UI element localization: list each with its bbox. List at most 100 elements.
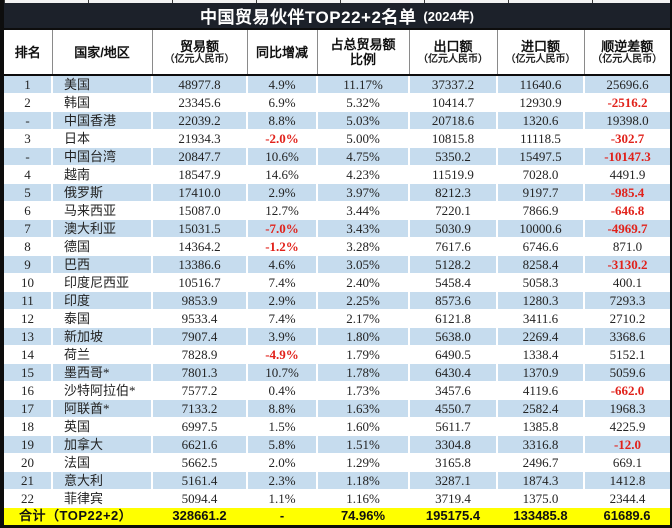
- cell-import: 3316.8: [497, 435, 585, 454]
- cell-balance: 871.0: [584, 237, 670, 256]
- cell-export: 5030.9: [409, 219, 498, 238]
- cell-export: 10414.7: [409, 93, 498, 112]
- cell-import: 1320.6: [497, 111, 585, 130]
- cell-trade-amount: 48977.8: [152, 75, 248, 94]
- total-balance: 61689.6: [584, 507, 670, 525]
- cell-balance: 1968.3: [584, 399, 670, 418]
- cell-rank: 13: [4, 327, 53, 346]
- cell-export: 5458.4: [409, 273, 498, 292]
- cell-country: 美国: [52, 75, 153, 94]
- cell-balance: 4491.9: [584, 165, 670, 184]
- table-row: 19 加拿大 6621.6 5.8% 1.51% 3304.8 3316.8 -12.0: [4, 435, 670, 454]
- cell-trade-amount: 10516.7: [152, 273, 248, 292]
- cell-trade-amount: 9853.9: [152, 291, 248, 310]
- cell-trade-amount: 13386.6: [152, 255, 248, 274]
- cell-share: 3.05%: [317, 255, 410, 274]
- table-row: 9 巴西 13386.6 4.6% 3.05% 5128.2 8258.4 -3130.2: [4, 255, 670, 274]
- cell-trade-amount: 5662.5: [152, 453, 248, 472]
- cell-trade-amount: 7577.2: [152, 381, 248, 400]
- cell-share: 2.17%: [317, 309, 410, 328]
- cell-trade-amount: 14364.2: [152, 237, 248, 256]
- cell-trade-amount: 17410.0: [152, 183, 248, 202]
- col-balance: 顺逆差额 （亿元人民币）: [584, 30, 670, 76]
- total-trade-amount: 328661.2: [152, 507, 247, 525]
- cell-rank: 9: [4, 255, 53, 274]
- cell-export: 3719.4: [409, 489, 498, 508]
- cell-export: 5611.7: [409, 417, 498, 436]
- cell-trade-amount: 6997.5: [152, 417, 248, 436]
- cell-trade-amount: 18547.9: [152, 165, 248, 184]
- table-row: 20 法国 5662.5 2.0% 1.29% 3165.8 2496.7 669.1: [4, 453, 670, 472]
- cell-rank: 2: [4, 93, 53, 112]
- cell-country: 中国香港: [52, 111, 153, 130]
- cell-country: 印度尼西亚: [52, 273, 153, 292]
- cell-country: 意大利: [52, 471, 153, 490]
- table-row: 21 意大利 5161.4 2.3% 1.18% 3287.1 1874.3 1412.8: [4, 471, 670, 490]
- table-row: 4 越南 18547.9 14.6% 4.23% 11519.9 7028.0 4491.9: [4, 165, 670, 184]
- page-title: 中国贸易伙伴TOP22+2名单: [199, 8, 417, 27]
- cell-trade-amount: 15031.5: [152, 219, 248, 238]
- total-row: 合计（TOP22+2） 328661.2 - 74.96% 195175.4 1…: [4, 507, 670, 525]
- cell-export: 6490.5: [409, 345, 498, 364]
- cell-export: 3165.8: [409, 453, 498, 472]
- col-trade-amount: 贸易额 （亿元人民币）: [152, 30, 248, 76]
- cell-balance: 5059.6: [584, 363, 670, 382]
- cell-country: 菲律宾: [52, 489, 153, 508]
- total-yoy-change: -: [247, 507, 317, 525]
- cell-balance: 4225.9: [584, 417, 670, 436]
- cell-share: 1.51%: [317, 435, 410, 454]
- cell-yoy-change: 12.7%: [247, 201, 318, 220]
- cell-export: 6430.4: [409, 363, 498, 382]
- cell-export: 7617.6: [409, 237, 498, 256]
- total-share: 74.96%: [317, 507, 409, 525]
- cell-yoy-change: 5.8%: [247, 435, 318, 454]
- cell-rank: 3: [4, 129, 53, 148]
- cell-balance: 5152.1: [584, 345, 670, 364]
- cell-balance: 2710.2: [584, 309, 670, 328]
- cell-rank: 22: [4, 489, 53, 508]
- cell-export: 8212.3: [409, 183, 498, 202]
- table-row: 3 日本 21934.3 -2.0% 5.00% 10815.8 11118.5 -302.7: [4, 129, 670, 148]
- cell-country: 加拿大: [52, 435, 153, 454]
- cell-trade-amount: 5161.4: [152, 471, 248, 490]
- cell-share: 1.29%: [317, 453, 410, 472]
- cell-balance: -646.8: [584, 201, 670, 220]
- cell-country: 马来西亚: [52, 201, 153, 220]
- cell-country: 泰国: [52, 309, 153, 328]
- cell-share: 3.43%: [317, 219, 410, 238]
- cell-share: 1.60%: [317, 417, 410, 436]
- cell-country: 荷兰: [52, 345, 153, 364]
- cell-import: 7028.0: [497, 165, 585, 184]
- cell-yoy-change: 7.4%: [247, 273, 318, 292]
- cell-country: 英国: [52, 417, 153, 436]
- cell-import: 2496.7: [497, 453, 585, 472]
- cell-balance: -4969.7: [584, 219, 670, 238]
- cell-export: 5350.2: [409, 147, 498, 166]
- cell-rank: 15: [4, 363, 53, 382]
- cell-import: 4119.6: [497, 381, 585, 400]
- cell-share: 1.73%: [317, 381, 410, 400]
- cell-trade-amount: 7133.2: [152, 399, 248, 418]
- cell-rank: -: [4, 147, 53, 166]
- cell-export: 3304.8: [409, 435, 498, 454]
- cell-share: 11.17%: [317, 75, 410, 94]
- table-row: 8 德国 14364.2 -1.2% 3.28% 7617.6 6746.6 871.0: [4, 237, 670, 256]
- cell-share: 1.63%: [317, 399, 410, 418]
- cell-country: 阿联酋*: [52, 399, 153, 418]
- cell-import: 11118.5: [497, 129, 585, 148]
- table-row: 14 荷兰 7828.9 -4.9% 1.79% 6490.5 1338.4 5152.1: [4, 345, 670, 364]
- cell-trade-amount: 20847.7: [152, 147, 248, 166]
- cell-trade-amount: 5094.4: [152, 489, 248, 508]
- cell-export: 3287.1: [409, 471, 498, 490]
- cell-import: 5058.3: [497, 273, 585, 292]
- cell-import: 15497.5: [497, 147, 585, 166]
- cell-balance: 7293.3: [584, 291, 670, 310]
- cell-yoy-change: -7.0%: [247, 219, 318, 238]
- cell-yoy-change: -1.2%: [247, 237, 318, 256]
- col-share: 占总贸易额 比例: [317, 30, 410, 76]
- cell-import: 3411.6: [497, 309, 585, 328]
- cell-import: 1280.3: [497, 291, 585, 310]
- cell-rank: 5: [4, 183, 53, 202]
- cell-share: 3.28%: [317, 237, 410, 256]
